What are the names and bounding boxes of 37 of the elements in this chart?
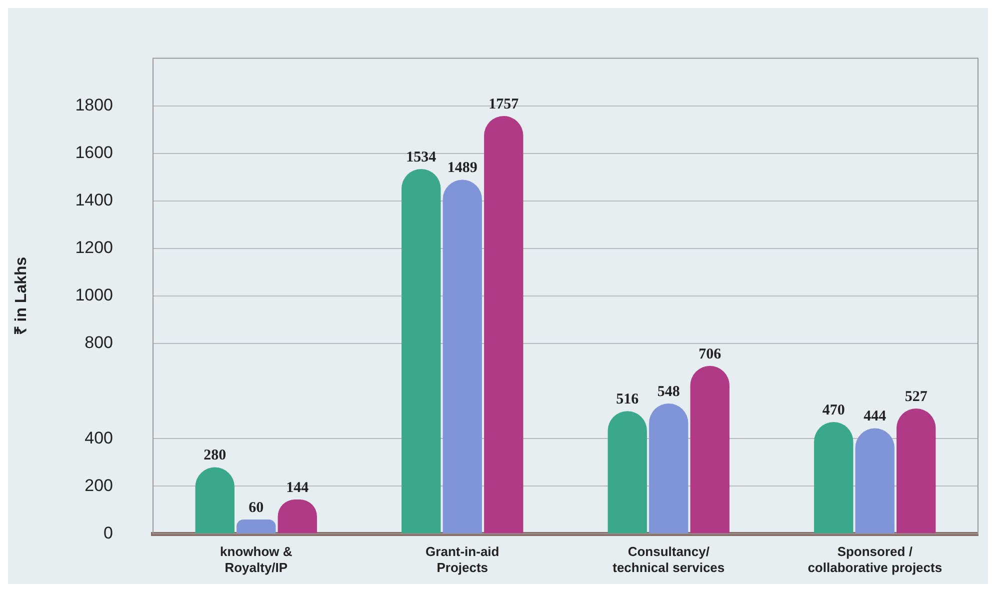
x-tick-label: knowhow & Royalty/IP — [220, 544, 292, 575]
y-tick-label: 200 — [84, 476, 114, 495]
y-tick-label: 1400 — [75, 190, 114, 210]
data-label: 1534 — [406, 149, 437, 166]
bar — [690, 366, 730, 534]
bar — [608, 411, 647, 534]
y-tick-label: 400 — [84, 428, 114, 448]
bar — [814, 422, 854, 534]
y-tick-label: 1000 — [75, 286, 114, 305]
bar — [402, 169, 441, 534]
bar — [236, 520, 276, 534]
data-label: 1757 — [488, 96, 520, 112]
y-tick-label: 0 — [104, 523, 114, 542]
y-tick-label: 1600 — [75, 143, 114, 162]
y-tick-label: 1800 — [75, 95, 114, 114]
bar — [896, 408, 936, 534]
x-tick-label: Sponsored / collaborative projects — [808, 544, 942, 575]
data-label: 60 — [248, 500, 264, 516]
bar — [484, 116, 524, 534]
x-tick-label: Consultancy/ technical services — [612, 544, 725, 575]
y-axis-title: ₹ in Lakhs — [13, 256, 30, 336]
bar — [649, 403, 688, 534]
data-label: 527 — [904, 388, 928, 405]
data-label: 470 — [822, 402, 845, 418]
y-tick-label: 1200 — [75, 238, 114, 258]
x-tick-label: Grant-in-aid Projects — [426, 544, 500, 575]
data-label: 548 — [657, 384, 680, 400]
data-label: 144 — [286, 480, 310, 496]
data-label: 706 — [698, 346, 722, 362]
y-tick-label: 800 — [84, 333, 114, 352]
bar — [442, 180, 482, 534]
bar — [855, 428, 894, 534]
data-label: 280 — [204, 448, 226, 464]
bar — [195, 467, 234, 534]
data-label: 444 — [864, 408, 887, 425]
data-label: 516 — [616, 391, 640, 408]
data-label: 1489 — [447, 160, 478, 176]
